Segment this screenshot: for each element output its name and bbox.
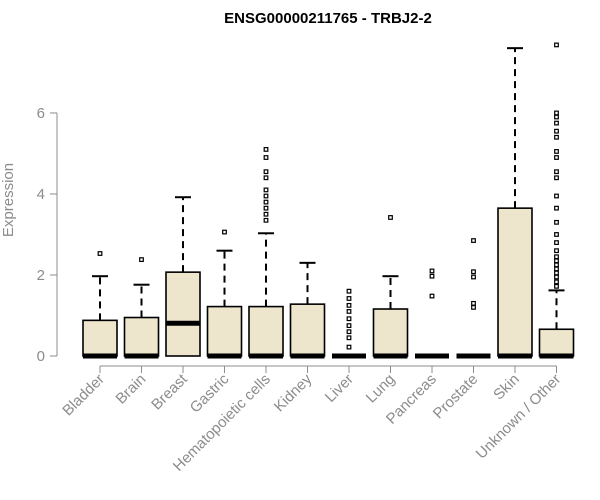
outlier-point: [554, 270, 559, 276]
box-unknown-other: [538, 42, 575, 359]
outlier-point: [346, 323, 352, 329]
outlier-point: [346, 302, 352, 308]
outlier-point: [429, 293, 435, 299]
outlier-point: [554, 42, 559, 48]
box-pancreas: [415, 268, 449, 359]
box-hematopoietic-cells: [248, 147, 284, 359]
x-tick-label: Liver: [322, 371, 357, 406]
outlier-point: [554, 240, 559, 245]
outlier-point: [263, 199, 269, 205]
y-tick-label: 4: [37, 186, 45, 203]
outlier-point: [263, 147, 269, 152]
outlier-point: [263, 155, 269, 160]
outlier-point: [346, 316, 352, 322]
x-tick-label: Lung: [363, 371, 399, 407]
box-skin: [497, 47, 533, 359]
box-brain: [123, 257, 160, 359]
box-body: [123, 316, 160, 357]
outlier-point: [429, 273, 435, 279]
outlier-point: [554, 232, 559, 237]
box-prostate: [456, 238, 491, 359]
outlier-point: [554, 114, 559, 120]
outlier-point: [263, 211, 269, 217]
outlier-point: [263, 193, 269, 199]
outlier-point: [346, 329, 352, 335]
y-tick-label: 6: [37, 105, 45, 122]
outlier-point: [554, 248, 559, 254]
box-body: [165, 271, 201, 357]
outlier-point: [554, 258, 559, 264]
outlier-point: [554, 175, 559, 181]
outlier-point: [554, 274, 559, 280]
outlier-point: [263, 205, 269, 211]
outlier-point: [554, 128, 559, 134]
y-tick-label: 2: [37, 267, 45, 284]
outlier-point: [554, 254, 559, 260]
outlier-point: [346, 288, 352, 294]
outlier-point: [471, 238, 476, 243]
outlier-point: [554, 266, 559, 272]
outlier-point: [554, 169, 559, 175]
box-kidney: [289, 261, 326, 359]
x-tick-label: Prostate: [430, 371, 482, 423]
box-body: [82, 319, 118, 357]
box-breast: [165, 196, 201, 357]
box-body: [206, 305, 243, 357]
outlier-point: [139, 257, 144, 262]
outlier-point: [346, 309, 352, 314]
outlier-point: [554, 279, 559, 285]
box-liver: [332, 288, 366, 359]
outlier-point: [554, 283, 559, 289]
outlier-point: [554, 219, 559, 225]
outlier-point: [554, 110, 559, 116]
outlier-point: [263, 217, 269, 223]
outlier-point: [471, 269, 476, 275]
x-tick-label: Skin: [490, 371, 523, 404]
outlier-point: [97, 251, 103, 256]
outlier-point: [554, 120, 559, 126]
x-tick-label: Brain: [113, 371, 150, 408]
box-body: [289, 303, 326, 357]
outlier-point: [429, 268, 435, 274]
outlier-point: [263, 175, 269, 181]
outlier-point: [471, 300, 476, 306]
outlier-point: [554, 155, 559, 160]
outlier-point: [263, 187, 269, 193]
box-gastric: [206, 229, 243, 359]
outlier-point: [346, 335, 352, 341]
outlier-point: [346, 344, 352, 350]
outlier-point: [554, 262, 559, 268]
outlier-point: [388, 215, 393, 220]
y-tick-label: 0: [37, 348, 45, 365]
outlier-point: [554, 149, 559, 154]
outlier-point: [471, 274, 476, 280]
box-body: [497, 207, 533, 357]
box-bladder: [82, 251, 118, 359]
box-body: [538, 328, 575, 357]
outlier-point: [554, 134, 559, 140]
outlier-point: [471, 304, 476, 310]
outlier-point: [346, 296, 352, 301]
outlier-point: [554, 205, 559, 211]
outlier-point: [222, 229, 227, 235]
outlier-point: [554, 193, 559, 199]
box-lung: [372, 215, 409, 359]
x-tick-label: Kidney: [271, 370, 316, 415]
y-axis: 0 2 4 6: [37, 105, 58, 365]
box-body: [248, 305, 284, 357]
box-body: [372, 308, 409, 357]
chart-title: ENSG00000211765 - TRBJ2-2: [224, 10, 432, 27]
box-group: [82, 42, 575, 359]
y-axis-label: Expression: [0, 163, 17, 237]
outlier-point: [263, 169, 269, 175]
x-tick-label: Breast: [148, 370, 191, 413]
x-tick-label: Bladder: [59, 371, 108, 420]
